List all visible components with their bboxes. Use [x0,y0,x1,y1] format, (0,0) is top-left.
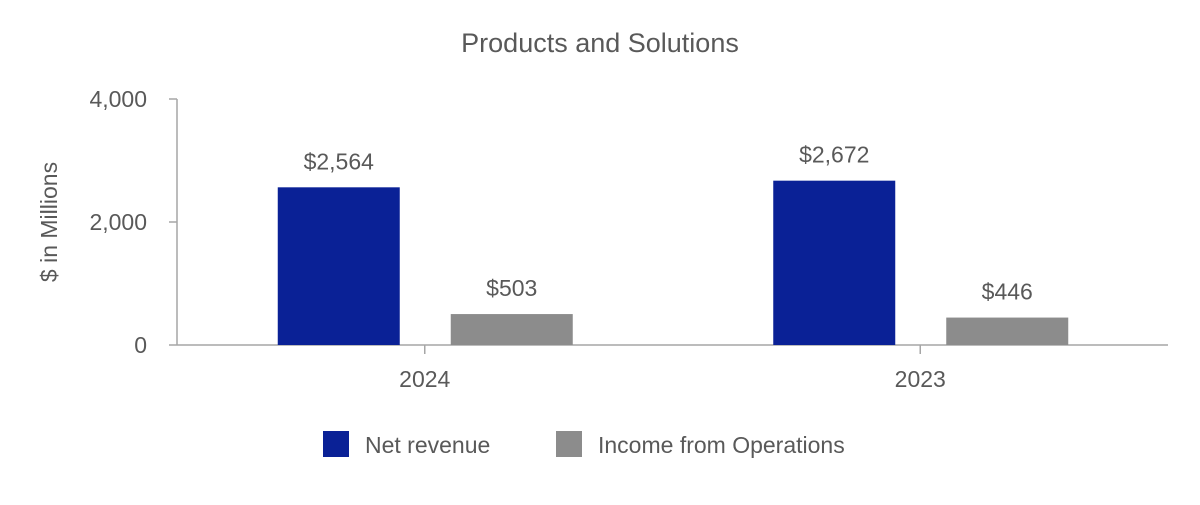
x-tick-label: 2023 [895,366,946,392]
bar-income-from-operations-2023 [946,317,1069,345]
bar-net-revenue-2024 [277,187,400,345]
y-tick-label: 2,000 [89,209,147,235]
y-tick-label: 0 [134,332,147,358]
data-label: $503 [486,275,537,301]
chart-title: Products and Solutions [461,28,739,58]
legend-label: Net revenue [365,432,490,458]
data-label: $2,564 [304,148,375,174]
data-label: $446 [982,279,1033,305]
legend-label: Income from Operations [598,432,845,458]
legend: Net revenue Income from Operations [323,431,845,458]
bar-net-revenue-2023 [773,180,896,345]
data-label: $2,672 [799,142,869,168]
legend-item: Net revenue [323,431,490,458]
bar-income-from-operations-2024 [450,314,573,345]
y-axis-label: $ in Millions [36,162,62,282]
legend-swatch [556,431,582,457]
legend-swatch [323,431,349,457]
y-tick-label: 4,000 [89,86,147,112]
legend-item: Income from Operations [556,431,845,458]
plot-area: 0 2,000 4,000 2024 $2,564 $503 2023 $2,672 $446 [89,86,1168,392]
x-tick-label: 2024 [399,366,450,392]
